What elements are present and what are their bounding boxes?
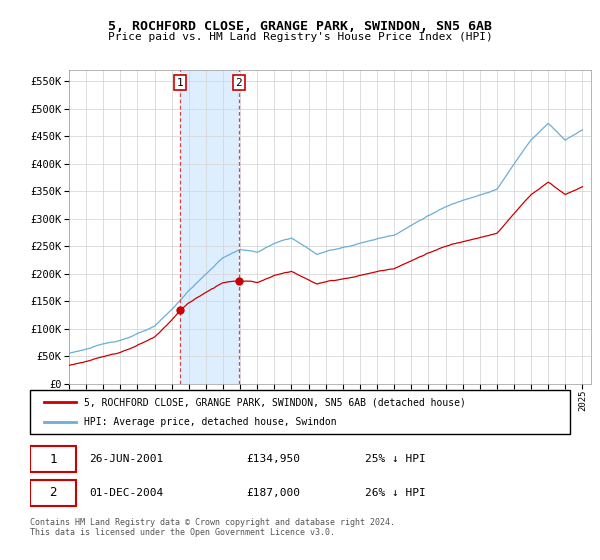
FancyBboxPatch shape — [30, 446, 76, 473]
Text: 1: 1 — [49, 452, 57, 466]
FancyBboxPatch shape — [30, 479, 76, 506]
Text: 5, ROCHFORD CLOSE, GRANGE PARK, SWINDON, SN5 6AB (detached house): 5, ROCHFORD CLOSE, GRANGE PARK, SWINDON,… — [84, 397, 466, 407]
Text: 26% ↓ HPI: 26% ↓ HPI — [365, 488, 425, 498]
Text: £187,000: £187,000 — [246, 488, 300, 498]
Bar — [180, 70, 239, 384]
Text: 5, ROCHFORD CLOSE, GRANGE PARK, SWINDON, SN5 6AB: 5, ROCHFORD CLOSE, GRANGE PARK, SWINDON,… — [108, 20, 492, 32]
Text: 01-DEC-2004: 01-DEC-2004 — [89, 488, 164, 498]
Text: 2: 2 — [235, 77, 242, 87]
Text: 1: 1 — [177, 77, 184, 87]
Text: Contains HM Land Registry data © Crown copyright and database right 2024.
This d: Contains HM Land Registry data © Crown c… — [30, 518, 395, 538]
Text: 25% ↓ HPI: 25% ↓ HPI — [365, 454, 425, 464]
Text: 26-JUN-2001: 26-JUN-2001 — [89, 454, 164, 464]
Text: £134,950: £134,950 — [246, 454, 300, 464]
Text: Price paid vs. HM Land Registry's House Price Index (HPI): Price paid vs. HM Land Registry's House … — [107, 32, 493, 43]
Text: HPI: Average price, detached house, Swindon: HPI: Average price, detached house, Swin… — [84, 417, 337, 427]
Text: 2: 2 — [49, 486, 57, 500]
